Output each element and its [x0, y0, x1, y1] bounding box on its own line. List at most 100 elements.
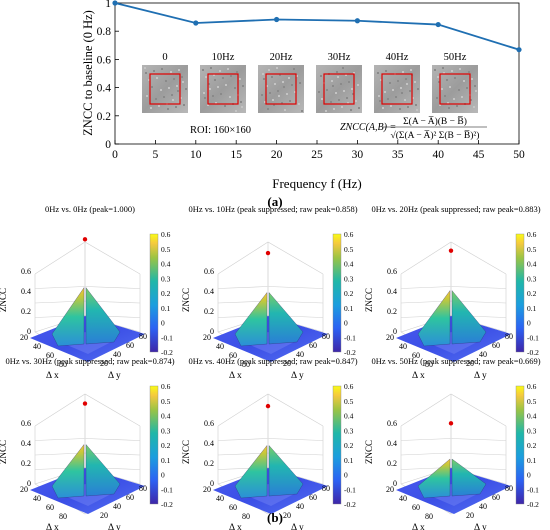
x-tick-label: 80 — [242, 512, 250, 521]
x-tick-label: 40 — [216, 342, 224, 351]
speckle — [165, 80, 167, 82]
speckle — [234, 87, 236, 89]
z-axis-label: ZNCC — [364, 288, 374, 312]
colorbar-tick-label: 0.1 — [344, 304, 354, 313]
y-axis-label: ZNCC to baseline (0 Hz) — [81, 10, 95, 136]
speckle — [412, 97, 414, 99]
speckle — [340, 83, 342, 85]
z-tick-label: 0.4 — [387, 287, 397, 296]
speckle — [175, 106, 177, 108]
speckle — [276, 67, 278, 69]
speckle — [163, 96, 165, 98]
ridge-right — [451, 290, 487, 345]
surface-panel: 0Hz vs. 40Hz (peak suppressed; raw peak=… — [181, 356, 358, 530]
colorbar-tick-label: 0.6 — [527, 382, 537, 391]
colorbar-tick-label: -0.2 — [527, 348, 539, 357]
speckle — [158, 105, 160, 107]
z-tick-label: 0.6 — [387, 267, 397, 276]
speckle — [451, 70, 453, 72]
speckle — [471, 78, 473, 80]
speckle — [264, 101, 266, 103]
speckle — [416, 109, 418, 111]
ridge-right — [85, 287, 121, 345]
speckle — [168, 87, 170, 89]
speckle — [229, 96, 231, 98]
y-tick-label: 0.4 — [97, 83, 112, 95]
colorbar-tick-label: -0.2 — [344, 500, 356, 509]
colorbar-tick-label: 0.5 — [344, 245, 354, 254]
x-axis-ticks: 0 5 10 15 20 25 30 35 40 45 50 — [112, 140, 525, 161]
speckle — [146, 95, 148, 97]
x-tick-label: 15 — [230, 149, 242, 161]
y-tick-label: 0.6 — [97, 54, 112, 66]
speckle — [213, 74, 215, 76]
speckle — [342, 67, 344, 69]
speckle — [395, 96, 397, 98]
speckle — [377, 72, 379, 74]
speckle — [389, 82, 391, 84]
x-tick-label: 60 — [229, 503, 237, 512]
speckle — [220, 93, 222, 95]
x-tick-label: 20 — [20, 485, 28, 494]
y-axis-label: Δ y — [291, 371, 304, 381]
colorbar-tick-label: -0.2 — [161, 500, 173, 509]
speckle — [350, 109, 352, 111]
speckle — [160, 89, 162, 91]
speckle — [177, 90, 179, 92]
ridge-right — [268, 292, 304, 345]
colorbar-tick-label: 0.4 — [161, 412, 171, 421]
inset-label: 40Hz — [386, 52, 409, 63]
inset-image — [142, 65, 188, 113]
speckle — [274, 83, 276, 85]
ridge-right — [451, 458, 487, 497]
colorbar-tick-label: 0.1 — [161, 304, 171, 313]
x-axis-label: Δ x — [412, 523, 425, 530]
speckle — [380, 79, 382, 81]
speckle — [321, 98, 323, 100]
speckle — [202, 69, 204, 71]
z-tick-label: 0 — [27, 327, 31, 336]
box-gridline — [217, 438, 324, 441]
speckle — [336, 71, 338, 73]
y-axis-label: Δ y — [108, 523, 121, 530]
speckle — [325, 110, 327, 112]
speckle — [172, 99, 174, 101]
colorbar-tick-label: 0.2 — [344, 441, 354, 450]
box-gridline — [34, 300, 141, 304]
box-gridline — [400, 467, 507, 470]
speckle — [463, 80, 465, 82]
colorbar-tick-label: 0.2 — [161, 289, 171, 298]
z-tick-label: 0.2 — [204, 459, 214, 468]
formula-lhs: ZNCC(A,B) = — [340, 122, 396, 133]
box-gridline — [400, 452, 507, 456]
y-tick-label: 40 — [113, 350, 121, 359]
x-tick-label: 10 — [190, 149, 202, 161]
box-gridline — [34, 467, 141, 470]
data-point — [112, 0, 118, 6]
z-axis-label: ZNCC — [364, 440, 374, 464]
y-axis-label: Δ y — [474, 371, 487, 381]
colorbar-tick-label: 0.1 — [161, 456, 171, 465]
colorbar-tick-label: 0 — [344, 319, 348, 328]
z-tick-label: 0.2 — [387, 307, 397, 316]
y-axis-ticks: 0 0.2 0.4 0.6 0.8 1 — [97, 0, 119, 151]
y-tick-label: 40 — [296, 502, 304, 511]
colorbar-tick-label: -0.1 — [344, 485, 356, 494]
speckle — [415, 104, 417, 106]
colorbar-tick-label: -0.1 — [161, 485, 173, 494]
speckle — [227, 68, 229, 70]
x-tick-label: 30 — [352, 149, 364, 161]
z-tick-label: 0.4 — [21, 439, 31, 448]
colorbar — [515, 233, 525, 353]
z-tick-label: 0 — [27, 479, 31, 488]
speckle — [284, 109, 286, 111]
colorbar-tick-label: 0.4 — [527, 260, 537, 269]
colorbar-tick-label: 0.5 — [161, 397, 171, 406]
x-tick-label: 80 — [59, 512, 67, 521]
box-top-back — [34, 393, 141, 427]
y-tick-label: 40 — [296, 350, 304, 359]
x-tick-label: 25 — [311, 149, 323, 161]
y-tick-label: 80 — [322, 484, 330, 493]
speckle — [222, 77, 224, 79]
speckle — [299, 82, 301, 84]
